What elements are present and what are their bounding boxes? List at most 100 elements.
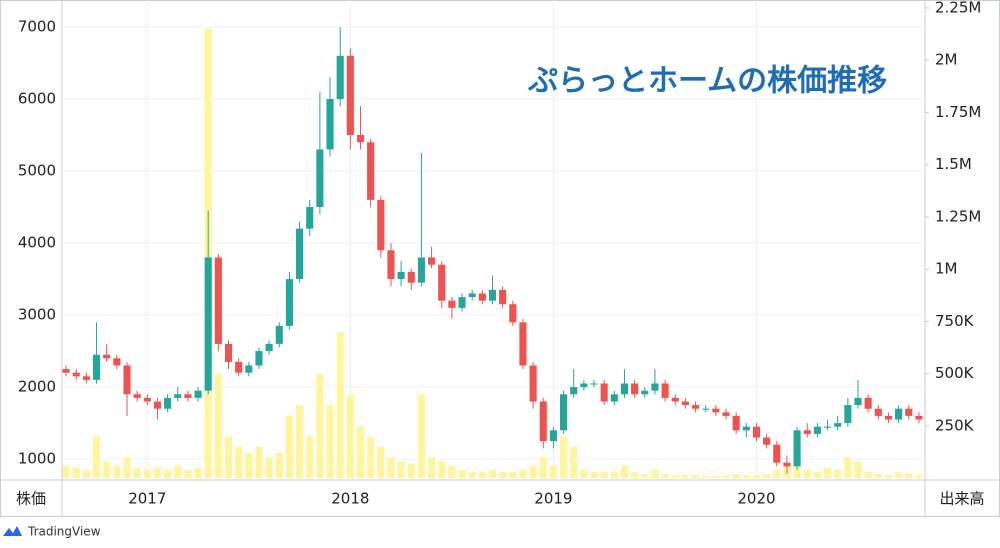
volume-bar <box>488 469 497 479</box>
volume-bar <box>72 467 80 479</box>
volume-bar <box>407 463 415 479</box>
volume-bar <box>143 469 151 479</box>
volume-bar <box>468 471 476 479</box>
candle-body <box>123 365 131 395</box>
footer-brand: TradingView <box>27 525 101 539</box>
volume-bar <box>133 467 141 479</box>
volume-bar <box>265 457 273 479</box>
volume-bar <box>255 446 263 479</box>
y2-tick-label: 250K <box>935 416 975 434</box>
y2-tick-label: 1.75M <box>935 103 981 121</box>
volume-bar <box>702 476 710 479</box>
volume-bar <box>478 471 486 479</box>
volume-bar <box>377 446 385 479</box>
volume-bar <box>590 471 598 479</box>
candle-body <box>387 250 395 280</box>
volume-bar <box>164 469 172 479</box>
candle-body <box>691 405 700 409</box>
y-tick-label: 2000 <box>18 378 56 396</box>
volume-bar <box>438 461 446 479</box>
volume-bar <box>214 373 222 479</box>
candle-body <box>570 387 578 395</box>
candle-body <box>204 257 212 391</box>
volume-bar <box>153 467 161 479</box>
candle-body <box>448 300 456 308</box>
candle-body <box>275 325 283 344</box>
candle-body <box>103 354 111 359</box>
candle-body <box>681 401 689 406</box>
volume-bar <box>803 469 811 479</box>
candle-body <box>82 376 90 380</box>
candle-body <box>600 383 608 402</box>
volume-bar <box>448 465 456 479</box>
candle-body <box>783 462 791 467</box>
candle-body <box>245 365 253 373</box>
candle-body <box>834 423 842 427</box>
volume-bar <box>92 436 101 479</box>
candle-body <box>478 293 486 301</box>
candle-body <box>367 142 375 200</box>
candle-body <box>438 264 446 301</box>
volume-bar <box>428 457 436 479</box>
volume-bar <box>580 469 588 479</box>
candle-body <box>539 401 547 442</box>
y-tick-label: 4000 <box>18 234 56 252</box>
volume-bar <box>275 453 283 479</box>
volume-bar <box>763 474 771 479</box>
candle-body <box>346 55 354 136</box>
y2-tick-label: 1.5M <box>935 155 972 173</box>
volume-bar <box>722 476 730 479</box>
volume-bar <box>560 436 568 479</box>
candle-body <box>174 394 182 398</box>
volume-bar <box>103 461 111 479</box>
candle-body <box>306 207 314 229</box>
tradingview-logo <box>3 526 22 536</box>
volume-bar <box>712 476 720 479</box>
volume-bar <box>681 475 689 479</box>
volume-bar <box>539 457 547 479</box>
volume-bar <box>671 475 679 479</box>
candle-body <box>854 397 862 406</box>
volume-bar <box>224 436 233 479</box>
candle-body <box>661 383 669 398</box>
volume-bar <box>184 469 192 479</box>
volume-bar <box>844 457 852 479</box>
candle-body <box>92 354 101 380</box>
candle-body <box>316 149 324 208</box>
volume-bar <box>356 425 365 479</box>
volume-bar <box>82 469 90 479</box>
y-tick-label: 7000 <box>18 18 56 36</box>
candle-body <box>224 343 233 362</box>
candle-body <box>519 322 527 366</box>
volume-bar <box>732 474 740 479</box>
candle-body <box>468 293 476 298</box>
candle-body <box>458 297 466 308</box>
volume-bar <box>905 474 913 479</box>
candle-body <box>113 358 121 366</box>
candle-body <box>549 430 557 442</box>
volume-bar <box>570 446 578 479</box>
candle-body <box>874 408 882 416</box>
volume-bar <box>600 471 608 479</box>
y-tick-label: 5000 <box>18 162 56 180</box>
volume-bar <box>915 475 923 479</box>
y-tick-label: 6000 <box>18 90 56 108</box>
candle-body <box>813 426 821 434</box>
candle-body <box>631 383 639 395</box>
volume-bar <box>519 469 527 479</box>
candle-body <box>285 279 293 326</box>
y-axis-label: 株価 <box>16 490 46 508</box>
y2-tick-label: 2.25M <box>935 0 981 16</box>
volume-bar <box>509 471 517 479</box>
volume-bar <box>813 471 821 479</box>
candle-body <box>793 430 801 467</box>
volume-bar <box>326 405 334 479</box>
candle-body <box>326 99 334 150</box>
candle-layer <box>62 27 923 474</box>
volume-bar <box>62 465 70 479</box>
candle-body <box>702 408 710 410</box>
x-tick-label: 2020 <box>737 490 775 508</box>
volume-bar <box>306 436 314 479</box>
volume-bar <box>884 475 893 479</box>
candle-body <box>773 444 781 463</box>
